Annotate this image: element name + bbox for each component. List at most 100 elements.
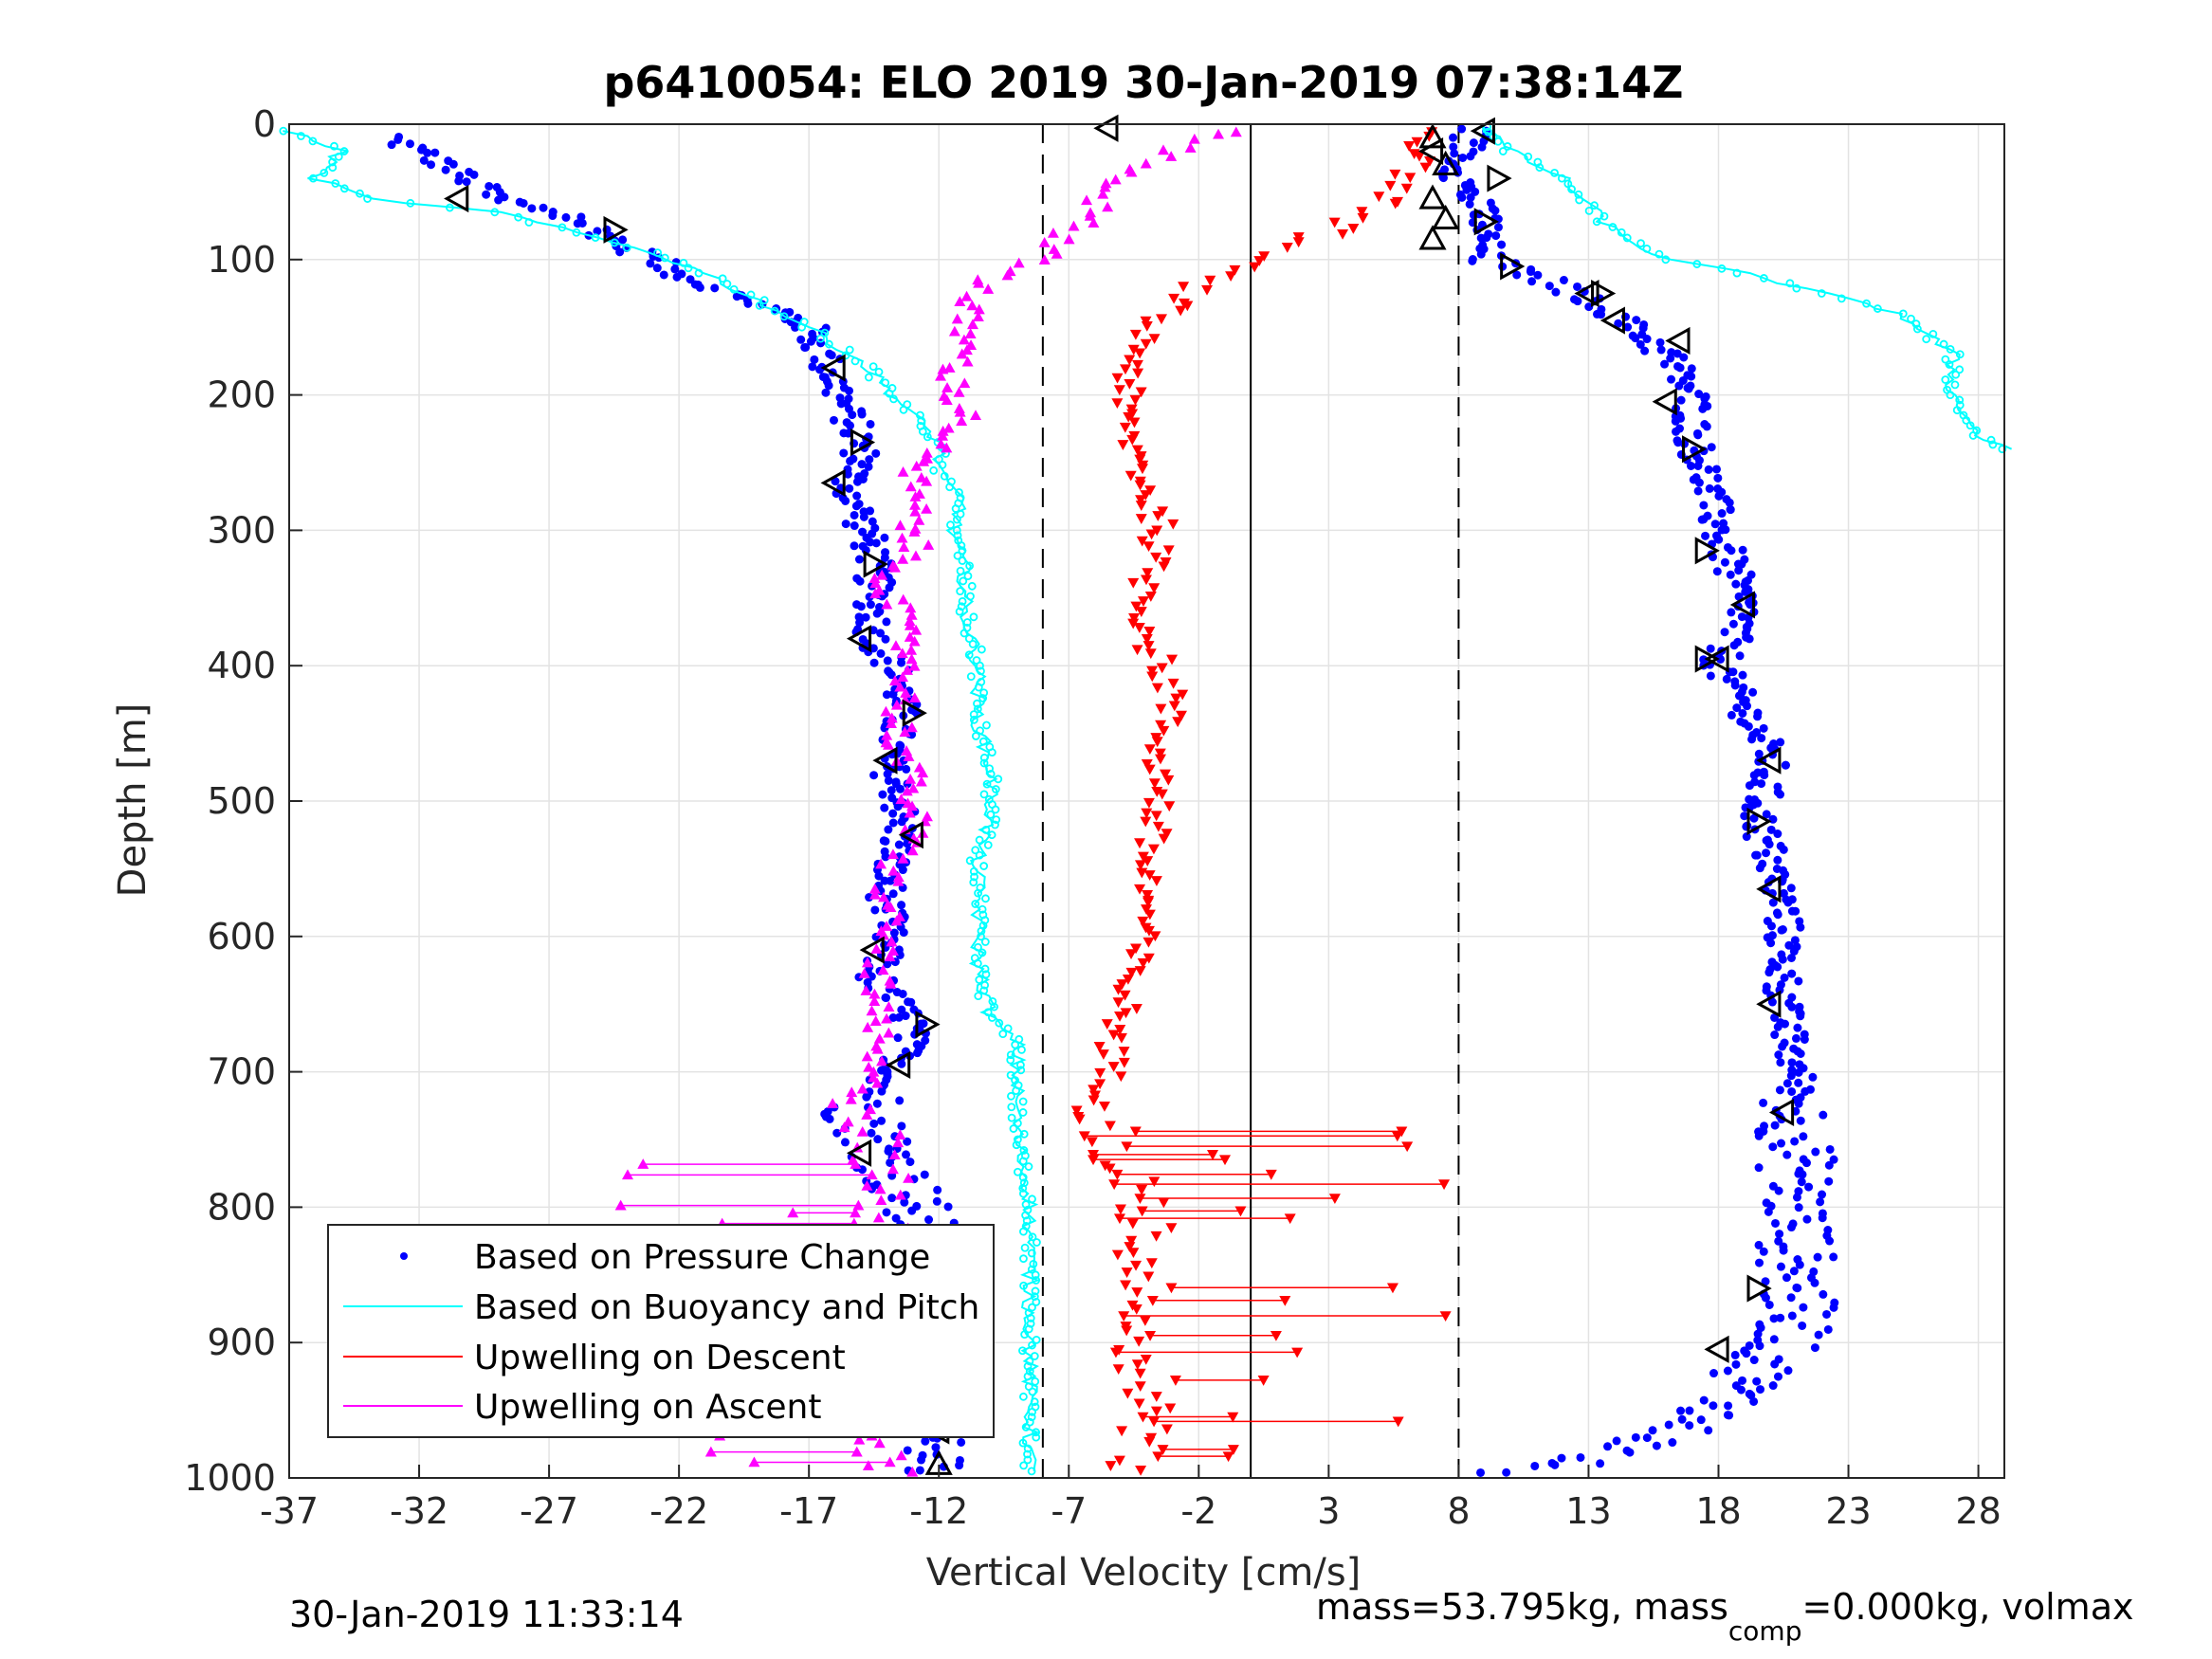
data-point	[1222, 1451, 1234, 1463]
data-point	[1154, 748, 1166, 759]
data-point	[873, 1135, 883, 1144]
data-point	[1784, 940, 1794, 950]
data-point	[935, 370, 947, 381]
data-point	[982, 283, 995, 294]
data-point	[694, 268, 704, 278]
data-point	[1088, 1095, 1100, 1106]
data-point	[888, 675, 901, 686]
data-point	[718, 274, 727, 283]
data-point	[659, 270, 668, 280]
data-point	[1119, 990, 1131, 1001]
data-point	[895, 784, 905, 793]
data-point	[958, 596, 967, 606]
data-point	[974, 992, 983, 1001]
data-point	[852, 477, 862, 486]
data-point	[879, 836, 888, 846]
data-point	[905, 481, 917, 492]
data-point	[866, 1005, 878, 1016]
data-point	[1730, 681, 1740, 690]
data-point	[646, 259, 655, 268]
data-point	[1795, 1260, 1804, 1269]
data-point	[339, 147, 349, 155]
data-point	[1720, 628, 1729, 637]
data-point	[1946, 391, 1955, 400]
data-point	[829, 415, 838, 425]
x-tick-label: -37	[260, 1490, 319, 1532]
black-marker	[1600, 306, 1625, 335]
black-marker	[1487, 164, 1512, 192]
data-point	[976, 661, 984, 670]
data-point	[881, 921, 893, 931]
data-point	[1907, 314, 1915, 323]
data-point	[1767, 931, 1777, 940]
data-point	[1766, 939, 1776, 948]
data-point	[1608, 223, 1618, 231]
data-point	[895, 1449, 907, 1461]
data-point	[482, 190, 491, 199]
data-point	[862, 1460, 874, 1471]
data-point	[910, 624, 923, 635]
data-point	[1120, 1280, 1132, 1291]
data-point	[1757, 779, 1766, 789]
data-point	[1796, 922, 1805, 932]
data-point	[1824, 1176, 1834, 1186]
data-point	[1115, 1032, 1127, 1044]
data-point	[1950, 380, 1960, 390]
data-point	[1118, 1047, 1130, 1057]
data-point	[1143, 937, 1155, 948]
data-point	[1018, 1184, 1028, 1193]
data-point	[1955, 395, 1965, 405]
data-point	[1675, 363, 1685, 373]
data-point	[1768, 1142, 1778, 1152]
data-point	[1717, 509, 1727, 519]
data-point	[393, 135, 403, 144]
data-point	[1133, 623, 1145, 633]
data-point	[1755, 1258, 1764, 1267]
data-point	[952, 526, 961, 535]
data-point	[1773, 1372, 1782, 1381]
y-tick-label: 800	[207, 1186, 276, 1228]
data-point	[1028, 1194, 1036, 1204]
data-point	[1738, 670, 1747, 680]
data-point	[1946, 345, 1955, 354]
data-point	[897, 817, 906, 827]
data-point	[876, 1055, 888, 1066]
data-point	[1133, 1398, 1145, 1410]
data-point	[1111, 1249, 1124, 1261]
data-point	[903, 751, 915, 761]
data-point	[1755, 1341, 1764, 1351]
data-point	[890, 699, 903, 710]
data-point	[1592, 309, 1601, 319]
data-point	[878, 790, 887, 799]
data-point	[1129, 329, 1142, 340]
data-point	[1772, 908, 1782, 918]
data-point	[328, 163, 338, 173]
data-point	[1700, 394, 1709, 404]
data-point	[1752, 1376, 1762, 1386]
chart-title: p6410054: ELO 2019 30-Jan-2019 07:38:14Z	[604, 57, 1684, 108]
data-point	[909, 550, 922, 561]
data-point	[1021, 1423, 1031, 1431]
data-point	[1687, 372, 1696, 381]
data-point	[1148, 778, 1161, 790]
data-point	[1122, 1388, 1134, 1399]
data-point	[937, 425, 949, 436]
data-point	[1134, 1381, 1146, 1393]
data-point	[975, 850, 984, 860]
data-point	[1032, 1428, 1041, 1437]
data-point	[1249, 262, 1261, 273]
data-point	[1790, 936, 1800, 945]
data-point	[857, 460, 867, 469]
data-point	[1143, 1436, 1156, 1448]
data-point	[1140, 1354, 1152, 1365]
data-point	[1148, 1176, 1161, 1188]
data-point	[572, 228, 581, 237]
y-tick-label: 0	[253, 103, 276, 145]
data-point	[1798, 1321, 1807, 1330]
data-point	[1024, 1162, 1033, 1171]
data-point	[894, 1129, 906, 1140]
data-point	[1131, 359, 1143, 371]
data-point	[1612, 1436, 1621, 1446]
data-point	[1134, 966, 1146, 976]
y-tick-label: 700	[207, 1051, 276, 1093]
